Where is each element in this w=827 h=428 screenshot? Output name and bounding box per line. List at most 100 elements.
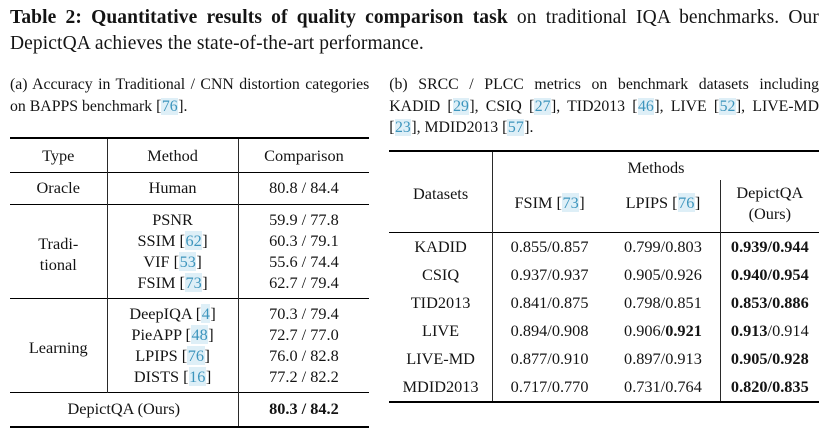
comparison-cell: 77.2 / 82.2 <box>269 367 339 386</box>
lpips-cell: 0.897/0.913 <box>606 344 721 373</box>
table-row-oracle: Oracle Human 80.8 / 84.4 <box>10 172 370 205</box>
table-b-header-datasets: Datasets <box>389 150 493 232</box>
fsim-cell: 0.894/0.908 <box>510 320 589 340</box>
text-segment: 0.905/0.926 <box>624 264 702 284</box>
table-b-header-fsim: FSIM [73] <box>492 180 606 233</box>
table-row-depictqa: DepictQA (Ours) 80.3 / 84.2 <box>10 392 370 427</box>
lpips-cell: 0.799/0.803 <box>606 231 721 261</box>
citation-link[interactable]: 48 <box>190 325 209 344</box>
text-segment: ] <box>205 367 212 386</box>
method-cell: PSNR <box>107 204 239 230</box>
ours-cell: 0.905/0.928 <box>720 345 819 373</box>
text-segment: ] <box>579 193 585 212</box>
citation-link[interactable]: 52 <box>719 97 736 115</box>
comparison-cell: 72.7 / 77.0 <box>269 325 339 344</box>
text-segment: (b) SRCC / PLCC metrics on benchmark dat… <box>389 76 819 115</box>
text-segment: 0.906/ <box>624 320 666 340</box>
text-segment: LPIPS [ <box>625 193 678 212</box>
table-row-lpips: LPIPS [76] 76.0 / 82.8 <box>10 345 369 366</box>
citation-link[interactable]: 76 <box>677 193 695 212</box>
ours-cell: 0.853/0.886 <box>720 289 819 317</box>
citation-link[interactable]: 73 <box>561 193 580 212</box>
table-b-header-row-1: Datasets Methods <box>389 150 819 232</box>
ours-cell: 0.820/0.835 <box>720 373 819 402</box>
subtable-b-column: (b) SRCC / PLCC metrics on benchmark dat… <box>389 74 819 428</box>
method-cell: Human <box>107 172 239 205</box>
dataset-cell: CSIQ <box>389 260 493 289</box>
table-b-header-row-2: FSIM [73] LPIPS [76] DepictQA (Ours) <box>389 179 819 233</box>
citation-link[interactable]: 57 <box>507 119 525 136</box>
text-segment: 0.939/0.944 <box>730 236 809 256</box>
dataset-cell: KADID <box>389 231 493 261</box>
text-segment: 0.799/0.803 <box>624 236 702 256</box>
citation-link[interactable]: 27 <box>534 97 552 115</box>
text-segment: 0.905/0.928 <box>730 348 809 368</box>
text-segment: PieAPP [ <box>131 325 191 344</box>
table-row-ssim: SSIM [62] 60.3 / 79.1 <box>10 230 369 251</box>
fsim-cell: 0.855/0.857 <box>492 231 607 261</box>
ours-cell: 0.940/0.954 <box>720 261 819 289</box>
citation-link[interactable]: 4 <box>201 304 211 323</box>
comparison-cell: 62.7 / 79.4 <box>269 273 339 292</box>
citation-link[interactable]: 29 <box>452 97 470 115</box>
dataset-cell: TID2013 <box>389 288 493 317</box>
table-a-header-method: Method <box>107 138 239 173</box>
text-segment: ] <box>204 346 210 365</box>
fsim-cell: 0.841/0.875 <box>510 292 589 312</box>
citation-link[interactable]: 76 <box>187 346 205 365</box>
table-row-psnr: Tradi- tional PSNR 59.9 / 77.8 <box>10 204 370 299</box>
citation-link[interactable]: 16 <box>188 367 206 386</box>
text-segment: FSIM [ <box>137 273 185 292</box>
citation-link[interactable]: 76 <box>161 97 179 115</box>
dataset-cell: MDID2013 <box>389 372 493 402</box>
method-cell: DeepIQA [4] <box>107 298 239 324</box>
text-segment: ], LIVE [ <box>654 97 720 115</box>
citation-link[interactable]: 73 <box>184 273 203 292</box>
table-caption: Table 2: Quantitative results of quality… <box>10 5 819 57</box>
fsim-cell: 0.937/0.937 <box>510 264 589 284</box>
table-row-live-md: LIVE-MD 0.877/0.910 0.897/0.913 0.905/0.… <box>389 344 819 373</box>
text-segment: 0.853/0.886 <box>730 292 809 312</box>
fsim-cell: 0.877/0.910 <box>510 348 589 368</box>
text-segment: DISTS [ <box>133 367 189 386</box>
table-row-vif: VIF [53] 55.6 / 74.4 <box>10 251 369 272</box>
text-segment: ], CSIQ [ <box>469 97 535 115</box>
citation-link[interactable]: 62 <box>184 231 203 250</box>
text-segment: ] <box>202 273 208 292</box>
subcaption-a: (a) Accuracy in Traditional / CNN distor… <box>10 74 369 117</box>
ours-cell: 0.939/0.944 <box>720 231 819 261</box>
citation-link[interactable]: 23 <box>394 119 412 136</box>
text-segment: SSIM [ <box>137 231 185 250</box>
citation-link[interactable]: 53 <box>179 252 197 271</box>
text-segment: ] <box>208 325 214 344</box>
text-segment: ] <box>694 193 701 212</box>
method-cell: PieAPP [48] <box>107 324 239 345</box>
comparison-cell: 60.3 / 79.1 <box>269 231 339 250</box>
table-b-srcc-plcc: Datasets Methods FSIM [73] LPIPS [76] De… <box>389 149 819 403</box>
type-cell-learning: Learning <box>10 298 108 393</box>
text-segment: PSNR <box>152 210 193 229</box>
table-a-header-comparison: Comparison <box>264 146 344 165</box>
table-row-mdid2013: MDID2013 0.717/0.770 0.731/0.764 0.820/0… <box>389 372 819 402</box>
text-segment: 0.940/0.954 <box>730 264 809 284</box>
table-a-bapps-accuracy: Type Method Comparison Oracle Human 80.8… <box>10 137 370 428</box>
table-row-tid2013: TID2013 0.841/0.875 0.798/0.851 0.853/0.… <box>389 288 819 317</box>
comparison-cell: 59.9 / 77.8 <box>238 204 370 230</box>
text-segment: ]. <box>178 97 188 115</box>
text-segment: LPIPS [ <box>135 346 188 365</box>
table-b-header-methods: Methods <box>627 157 685 177</box>
subcaption-b: (b) SRCC / PLCC metrics on benchmark dat… <box>389 74 819 139</box>
text-segment: 0.731/0.764 <box>624 376 702 396</box>
method-cell: DISTS [16] <box>107 366 239 393</box>
table-row-live: LIVE 0.894/0.908 0.906/0.921 0.913/0.914 <box>389 316 819 345</box>
text-segment: (a) Accuracy in Traditional / CNN distor… <box>10 76 370 115</box>
table-b-header-lpips: LPIPS [76] <box>606 179 721 232</box>
method-cell: FSIM [73] <box>107 272 239 299</box>
table-b-header-depictqa: DepictQA (Ours) <box>736 182 804 223</box>
table-row-fsim: FSIM [73] 62.7 / 79.4 <box>10 272 369 299</box>
text-segment: DeepIQA [ <box>129 304 202 323</box>
text-segment: ]. <box>524 119 534 136</box>
type-cell-traditional: Tradi- tional <box>10 204 108 299</box>
citation-link[interactable]: 46 <box>637 97 655 115</box>
